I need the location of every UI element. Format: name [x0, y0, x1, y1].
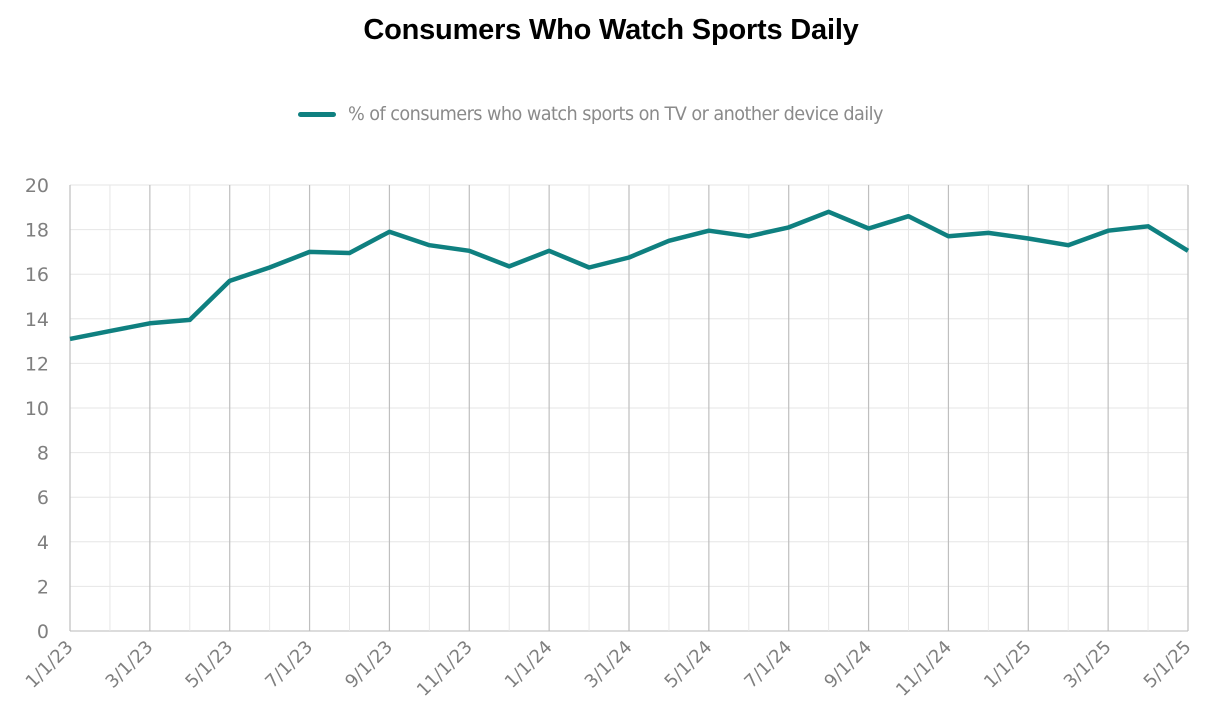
- x-tick-label: 3/1/24: [581, 637, 637, 693]
- x-tick-label: 5/1/23: [181, 637, 237, 693]
- x-tick-label: 3/1/23: [102, 637, 158, 693]
- y-tick-label: 18: [25, 220, 49, 242]
- y-tick-label: 16: [25, 264, 49, 286]
- x-tick-label: 9/1/23: [341, 637, 397, 693]
- legend-swatch-series: [298, 111, 337, 117]
- x-tick-label: 5/1/24: [661, 637, 717, 693]
- y-tick-label: 12: [25, 353, 49, 375]
- chart-title: Consumers Who Watch Sports Daily: [363, 14, 859, 46]
- y-tick-label: 14: [25, 309, 49, 331]
- x-tick-label: 7/1/24: [740, 637, 796, 693]
- x-tick-label: 11/1/24: [892, 637, 956, 701]
- x-axis-ticks: 1/1/23 3/1/23 5/1/23 7/1/23 9/1/23 11/1/23 1/1…: [22, 637, 1196, 701]
- x-tick-label: 1/1/24: [501, 637, 557, 693]
- y-tick-label: 2: [37, 576, 49, 598]
- y-tick-label: 0: [37, 621, 49, 643]
- x-tick-label: 9/1/24: [820, 637, 876, 693]
- x-tick-label: 11/1/23: [413, 637, 477, 701]
- y-tick-label: 8: [37, 443, 49, 465]
- y-tick-label: 6: [37, 487, 49, 509]
- series-layer: [69, 209, 1190, 342]
- x-tick-label: 5/1/25: [1140, 637, 1196, 693]
- grid: [69, 184, 1189, 632]
- x-tick-label: 1/1/25: [980, 637, 1036, 693]
- legend-label-series: % of consumers who watch sports on TV or…: [348, 103, 884, 125]
- x-tick-label: 7/1/23: [261, 637, 317, 693]
- y-tick-label: 4: [37, 532, 49, 554]
- y-tick-label: 20: [25, 175, 49, 197]
- x-tick-label: 1/1/23: [22, 637, 78, 693]
- x-tick-label: 3/1/25: [1060, 637, 1116, 693]
- y-tick-label: 10: [25, 398, 49, 420]
- y-axis-ticks: 0 2 4 6 8 10 12 14 16 18 20: [25, 175, 49, 643]
- legend: % of consumers who watch sports on TV or…: [0, 103, 1222, 125]
